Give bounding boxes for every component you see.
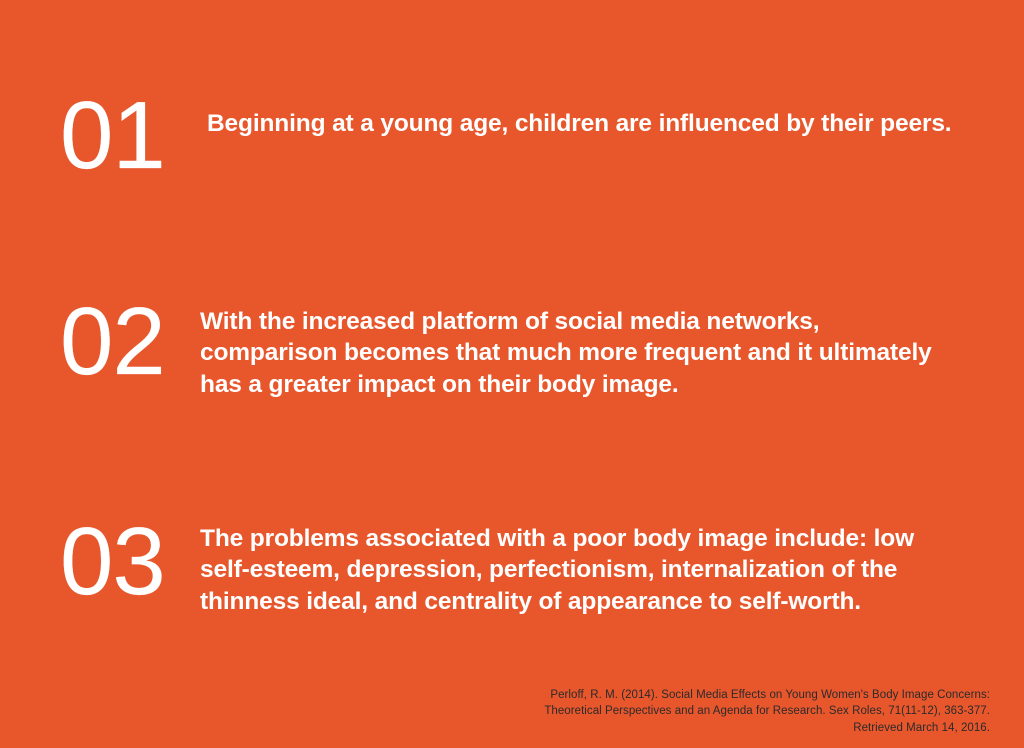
numbered-point-3: 03 The problems associated with a poor b… bbox=[60, 508, 960, 617]
numbered-point-1: 01 Beginning at a young age, children ar… bbox=[60, 82, 960, 189]
point-number-01: 01 bbox=[60, 82, 166, 189]
citation-line-2: Theoretical Perspectives and an Agenda f… bbox=[544, 705, 990, 718]
point-number-03: 03 bbox=[60, 508, 166, 615]
citation-line-3: Retrieved March 14, 2016. bbox=[853, 721, 990, 734]
numbered-point-2: 02 With the increased platform of social… bbox=[60, 288, 960, 400]
source-citation: Perloff, R. M. (2014). Social Media Effe… bbox=[430, 687, 990, 736]
point-number-02: 02 bbox=[60, 288, 166, 395]
point-text-02: With the increased platform of social me… bbox=[200, 308, 932, 398]
point-text-03: The problems associated with a poor body… bbox=[200, 525, 915, 615]
citation-line-1: Perloff, R. M. (2014). Social Media Effe… bbox=[550, 689, 990, 702]
point-text-01: Beginning at a young age, children are i… bbox=[207, 110, 952, 137]
